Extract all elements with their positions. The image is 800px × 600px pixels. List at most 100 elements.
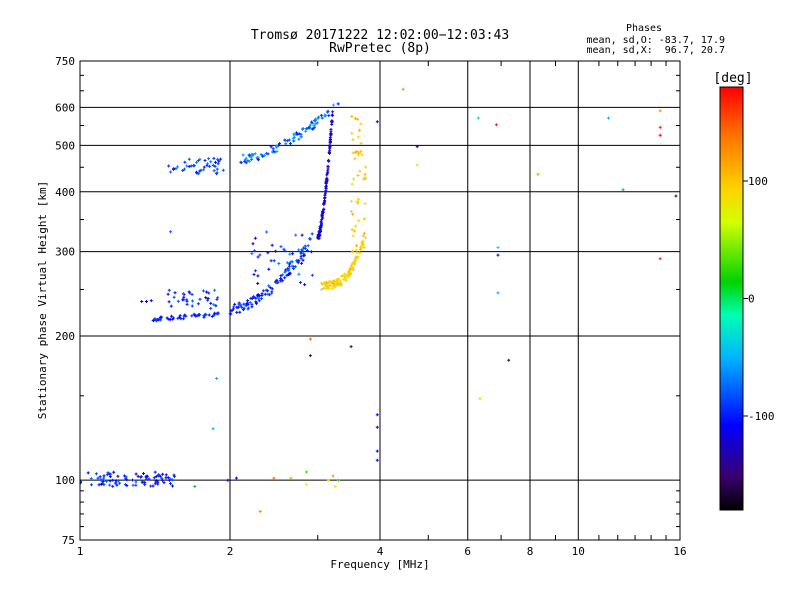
data-point xyxy=(279,274,283,278)
y-tick-label: 300 xyxy=(55,246,75,259)
data-point xyxy=(350,199,353,203)
data-point xyxy=(325,281,328,285)
data-point xyxy=(292,134,296,138)
data-point xyxy=(288,252,292,256)
data-point xyxy=(328,144,332,148)
data-point xyxy=(401,87,405,91)
data-point xyxy=(275,281,279,285)
data-point xyxy=(299,135,303,139)
data-point xyxy=(118,481,122,485)
data-point xyxy=(270,291,274,295)
data-point xyxy=(283,270,287,274)
data-point xyxy=(253,236,257,240)
data-point xyxy=(181,298,185,302)
x-tick-label: 4 xyxy=(377,545,384,558)
data-point xyxy=(252,273,256,276)
data-point xyxy=(166,476,170,480)
data-point xyxy=(360,153,364,157)
data-point xyxy=(305,249,309,252)
data-point xyxy=(185,302,189,306)
data-point xyxy=(235,310,239,314)
data-point xyxy=(349,271,352,275)
data-point xyxy=(207,313,211,317)
data-point xyxy=(194,314,198,318)
data-point xyxy=(212,169,216,173)
data-point xyxy=(251,242,255,246)
data-point xyxy=(359,122,363,126)
data-point xyxy=(183,160,187,164)
data-point xyxy=(325,184,328,188)
data-point xyxy=(274,249,278,253)
data-point xyxy=(305,482,309,486)
data-point xyxy=(205,290,208,294)
data-point xyxy=(269,145,273,149)
data-point xyxy=(147,477,151,481)
data-point xyxy=(322,281,326,285)
data-point xyxy=(202,165,206,169)
data-point xyxy=(356,174,360,177)
x-tick-label: 1 xyxy=(77,545,84,558)
data-point xyxy=(310,120,314,124)
data-point xyxy=(297,272,301,276)
data-point xyxy=(216,311,220,315)
data-point xyxy=(354,117,357,120)
data-point xyxy=(264,151,268,155)
data-point xyxy=(96,476,100,480)
data-points xyxy=(80,87,678,513)
data-point xyxy=(270,243,274,247)
data-point xyxy=(326,165,330,169)
data-point xyxy=(356,117,360,121)
data-point xyxy=(294,233,298,237)
data-point xyxy=(105,473,109,477)
data-point xyxy=(275,149,279,153)
data-point xyxy=(496,246,500,249)
data-point xyxy=(306,244,310,248)
data-point xyxy=(375,458,379,462)
data-point xyxy=(160,476,164,480)
data-point xyxy=(286,139,289,143)
data-point xyxy=(324,179,328,183)
data-point xyxy=(308,354,312,358)
data-point xyxy=(375,120,379,124)
data-point xyxy=(205,164,209,168)
colorbar-tick-label: 0 xyxy=(748,293,755,306)
data-point xyxy=(310,273,314,277)
data-point xyxy=(333,285,337,289)
x-tick-label: 10 xyxy=(572,545,585,558)
data-point xyxy=(167,288,171,292)
data-point xyxy=(361,234,365,238)
data-point xyxy=(123,474,127,478)
data-point xyxy=(239,161,243,165)
data-point xyxy=(108,483,112,487)
data-point xyxy=(375,449,379,453)
data-point xyxy=(263,292,267,296)
data-point xyxy=(364,236,367,240)
data-point xyxy=(241,153,245,157)
data-point xyxy=(494,123,498,127)
data-point xyxy=(125,484,129,488)
data-point xyxy=(199,168,203,172)
data-point xyxy=(299,250,303,254)
data-point xyxy=(362,246,366,249)
data-point xyxy=(308,237,312,241)
data-point xyxy=(331,284,335,288)
data-point xyxy=(215,377,219,380)
data-point xyxy=(323,114,327,118)
data-point xyxy=(242,306,246,310)
data-point xyxy=(98,475,102,479)
data-point xyxy=(332,279,336,283)
data-point xyxy=(101,480,105,483)
data-point xyxy=(149,299,153,303)
data-point xyxy=(105,479,108,483)
data-point xyxy=(136,474,140,478)
data-point xyxy=(357,219,361,223)
data-point xyxy=(182,314,186,318)
data-point xyxy=(214,304,218,308)
data-point xyxy=(316,235,320,239)
data-point xyxy=(197,172,201,176)
data-point xyxy=(301,127,305,130)
data-point xyxy=(242,302,246,306)
data-point xyxy=(330,287,334,291)
data-point xyxy=(297,132,301,136)
data-point xyxy=(173,291,177,295)
